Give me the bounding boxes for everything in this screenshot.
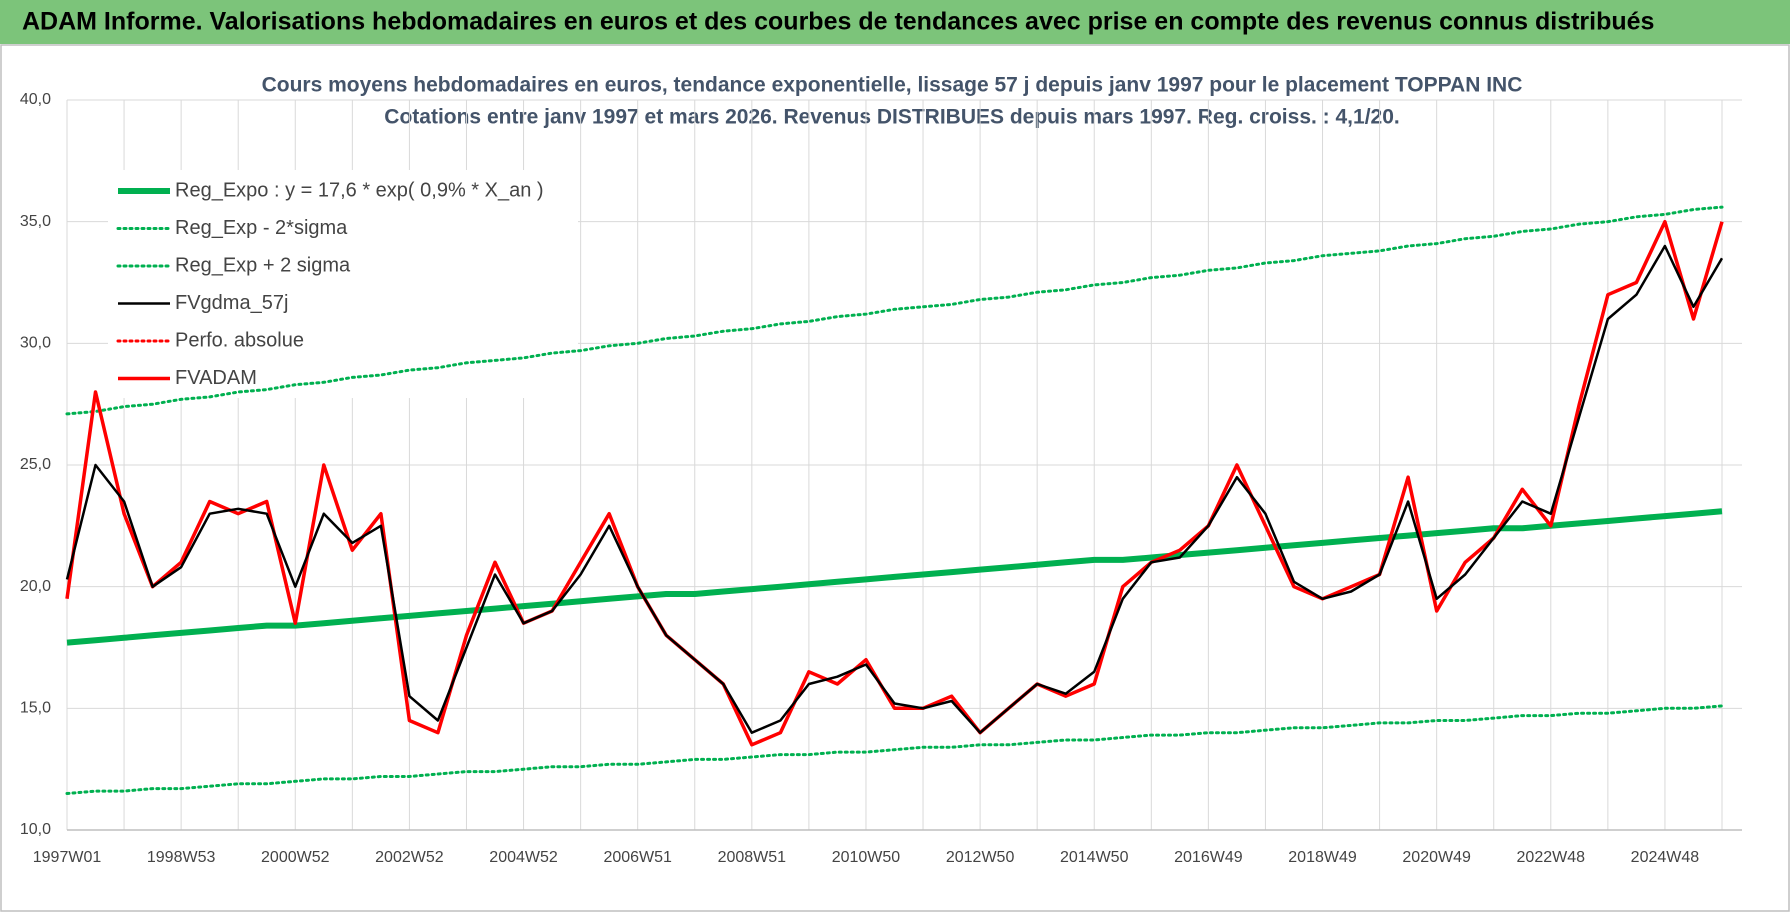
x-tick-label: 2008W51	[718, 849, 787, 866]
legend-label: FVADAM	[175, 367, 257, 389]
legend-label: Reg_Exp - 2*sigma	[175, 217, 348, 239]
x-tick-label: 2006W51	[603, 849, 672, 866]
x-tick-label: 2012W50	[946, 849, 1015, 866]
legend-label: FVgdma_57j	[175, 292, 288, 314]
y-tick-label: 20,0	[20, 578, 51, 595]
series-line	[65, 704, 1724, 795]
legend-label: Perfo. absolue	[175, 329, 304, 351]
x-tick-label: 2022W48	[1517, 849, 1586, 866]
y-tick-label: 40,0	[20, 91, 51, 108]
legend-box	[108, 170, 578, 398]
x-tick-label: 1998W53	[147, 849, 216, 866]
banner	[0, 0, 1790, 44]
chart-title: Cours moyens hebdomadaires en euros, ten…	[262, 74, 1523, 97]
y-tick-label: 10,0	[20, 821, 51, 838]
y-tick-label: 25,0	[20, 456, 51, 473]
series-line	[65, 244, 1724, 734]
x-tick-label: 2002W52	[375, 849, 444, 866]
x-tick-label: 2018W49	[1288, 849, 1357, 866]
x-tick-label: 2016W49	[1174, 849, 1243, 866]
x-tick-label: 2024W48	[1631, 849, 1700, 866]
series-line	[65, 205, 1724, 416]
banner-title: ADAM Informe. Valorisations hebdomadaire…	[22, 8, 1654, 36]
series-line	[65, 219, 1724, 747]
legend-label: Reg_Expo : y = 17,6 * exp( 0,9% * X_an )	[175, 179, 544, 201]
y-tick-label: 35,0	[20, 213, 51, 230]
y-tick-label: 15,0	[20, 700, 51, 717]
x-tick-label: 1997W01	[33, 849, 102, 866]
series-line	[66, 508, 1723, 646]
x-tick-label: 2020W49	[1402, 849, 1471, 866]
x-tick-label: 2010W50	[832, 849, 901, 866]
x-tick-label: 2014W50	[1060, 849, 1129, 866]
y-tick-label: 30,0	[20, 335, 51, 352]
x-tick-label: 2004W52	[489, 849, 558, 866]
legend-label: Reg_Exp + 2 sigma	[175, 254, 351, 276]
x-tick-label: 2000W52	[261, 849, 330, 866]
chart-subtitle: Cotations entre janv 1997 et mars 2026. …	[384, 106, 1399, 129]
